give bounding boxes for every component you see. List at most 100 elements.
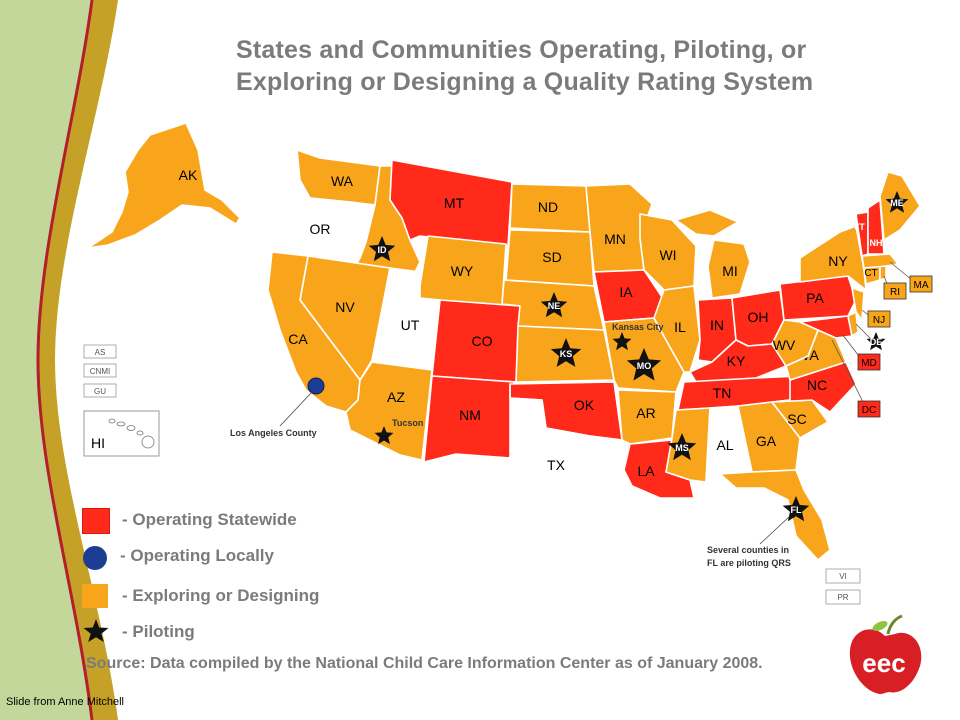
star-tucson: [374, 426, 394, 445]
callout-dc: DC: [831, 339, 881, 418]
piloting-stars: ID NE KS MO MS FL ME DE: [368, 191, 909, 522]
logo-text: eec: [862, 648, 905, 678]
state-ga: [737, 401, 801, 473]
territory-as: AS: [95, 348, 106, 357]
label-tn: TN: [713, 385, 732, 401]
state-mi-up: [675, 209, 739, 237]
eec-apple-logo: eec: [849, 614, 922, 694]
florida-leader: [759, 515, 791, 545]
label-oh: OH: [748, 309, 769, 325]
label-ut: UT: [401, 317, 420, 333]
label-nh: NH: [870, 238, 883, 248]
territory-cnmi: CNMI: [90, 367, 110, 376]
svg-text:RI: RI: [890, 287, 900, 298]
label-ar: AR: [636, 405, 655, 421]
los-angeles-leader: [279, 391, 313, 427]
legend-label-piloting: - Piloting: [122, 622, 195, 641]
tucson-label: Tucson: [392, 418, 423, 428]
label-nv: NV: [335, 299, 355, 315]
callout-ri: RI: [883, 275, 907, 300]
star-mo: [626, 348, 662, 381]
label-mo: MO: [637, 361, 652, 371]
legend-swatch-red: [82, 508, 110, 534]
territory-gu: GU: [94, 387, 106, 396]
state-tx: [453, 383, 629, 561]
svg-text:DC: DC: [862, 405, 876, 416]
state-az: [345, 361, 433, 461]
label-mn: MN: [604, 231, 626, 247]
label-ok: OK: [574, 397, 595, 413]
title-line-1: States and Communities Operating, Piloti…: [236, 36, 807, 64]
slide-credit: Slide from Anne Mitchell: [6, 696, 124, 708]
label-nc: NC: [807, 377, 827, 393]
state-nm: [423, 375, 515, 463]
label-mi: MI: [722, 263, 738, 279]
label-ny: NY: [828, 253, 848, 269]
label-mt: MT: [444, 195, 465, 211]
label-sc: SC: [787, 411, 806, 427]
label-al: AL: [716, 437, 733, 453]
label-ct: CT: [864, 268, 877, 279]
state-nh: [867, 199, 885, 255]
state-il: [653, 285, 701, 373]
label-ia: IA: [619, 284, 633, 300]
label-ak: AK: [179, 167, 198, 183]
state-fl: [719, 469, 831, 561]
svg-text:MA: MA: [914, 280, 929, 291]
title-line-2: Exploring or Designing a Quality Rating …: [236, 68, 814, 96]
state-de: [847, 311, 859, 337]
kansas-city-label: Kansas City: [612, 322, 664, 332]
state-nj: [851, 287, 865, 321]
legend-swatch-blue: [83, 546, 107, 570]
star-de: [866, 332, 886, 351]
label-nd: ND: [538, 199, 558, 215]
legend-label-exploring: - Exploring or Designing: [122, 586, 320, 605]
legend-star-icon: [83, 619, 109, 642]
label-wa: WA: [331, 173, 354, 189]
callout-de: [855, 323, 873, 341]
label-wi: WI: [659, 247, 676, 263]
state-ma: [861, 253, 899, 269]
label-ca: CA: [288, 331, 308, 347]
label-or: OR: [310, 221, 331, 237]
label-ks: KS: [560, 349, 573, 359]
territory-vi: VI: [839, 572, 847, 581]
label-wv: WV: [773, 337, 796, 353]
label-az: AZ: [387, 389, 405, 405]
label-me: ME: [890, 198, 904, 208]
svg-text:MD: MD: [861, 358, 877, 369]
label-tx: TX: [547, 457, 566, 473]
label-wy: WY: [451, 263, 474, 279]
state-nc: [771, 361, 857, 413]
territory-pr: PR: [837, 593, 848, 602]
star-ks: [550, 338, 582, 367]
legend-swatch-orange: [82, 584, 108, 608]
territory-boxes-left: [83, 344, 117, 398]
page-title: States and Communities Operating, Piloti…: [236, 34, 936, 98]
star-id: [368, 236, 396, 262]
callout-ma: MA: [889, 261, 933, 293]
label-de: DE: [870, 337, 883, 347]
label-pa: PA: [806, 290, 824, 306]
svg-text:NJ: NJ: [873, 315, 885, 326]
star-ne: [540, 292, 568, 318]
state-ca: [267, 251, 361, 413]
state-ar: [617, 389, 677, 445]
los-angeles-marker: [307, 377, 325, 395]
florida-note-line2: FL are piloting QRS: [707, 558, 791, 568]
label-fl: FL: [791, 505, 802, 515]
label-ms: MS: [675, 443, 689, 453]
star-ms: [667, 433, 697, 461]
star-me: [885, 191, 909, 213]
label-in: IN: [710, 317, 724, 333]
hawaii-islands: [108, 418, 155, 449]
los-angeles-label: Los Angeles County: [230, 428, 317, 438]
label-il: IL: [674, 319, 686, 335]
callout-nj: NJ: [861, 309, 891, 328]
callout-md: MD: [841, 333, 881, 371]
label-vt: VT: [853, 222, 865, 232]
florida-note-line1: Several counties in: [707, 545, 789, 555]
label-id: ID: [378, 245, 388, 255]
